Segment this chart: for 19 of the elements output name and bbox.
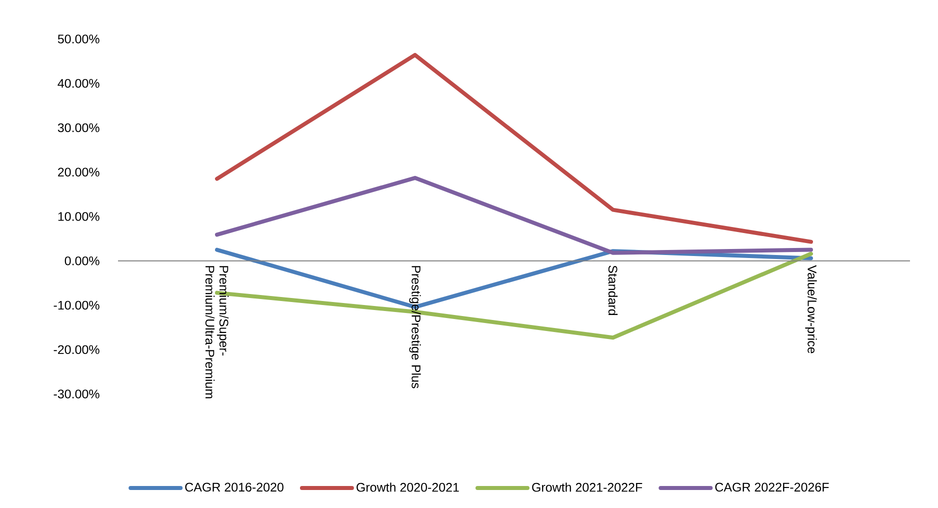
line-series xyxy=(215,52,813,244)
y-tick-label: 0.00% xyxy=(64,256,100,266)
y-tick-label: -20.00% xyxy=(54,345,100,354)
x-tick-label: Value/Low-price xyxy=(805,265,817,354)
y-tick-label: -30.00% xyxy=(54,390,100,398)
legend-label: CAGR 2016-2020 xyxy=(185,482,284,492)
y-tick-label: 40.00% xyxy=(58,78,100,88)
y-tick-label: 20.00% xyxy=(58,168,100,177)
x-tick-label: Prestige/Prestige Plus xyxy=(409,266,421,388)
legend-label: Growth 2020-2021 xyxy=(356,482,459,492)
y-tick-label: 30.00% xyxy=(58,123,100,132)
x-tick-label: Standard xyxy=(608,266,618,315)
y-tick-label: -10.00% xyxy=(54,300,100,310)
y-tick-label: 50.00% xyxy=(58,34,100,44)
legend-label: Growth 2021-2022F xyxy=(532,482,642,492)
legend-label: CAGR 2022F-2026F xyxy=(715,482,829,492)
y-tick-label: 10.00% xyxy=(58,212,100,221)
x-tick-label: Premium/Super-Premium/Ultra-Premium xyxy=(205,266,229,398)
line-series xyxy=(215,176,813,255)
